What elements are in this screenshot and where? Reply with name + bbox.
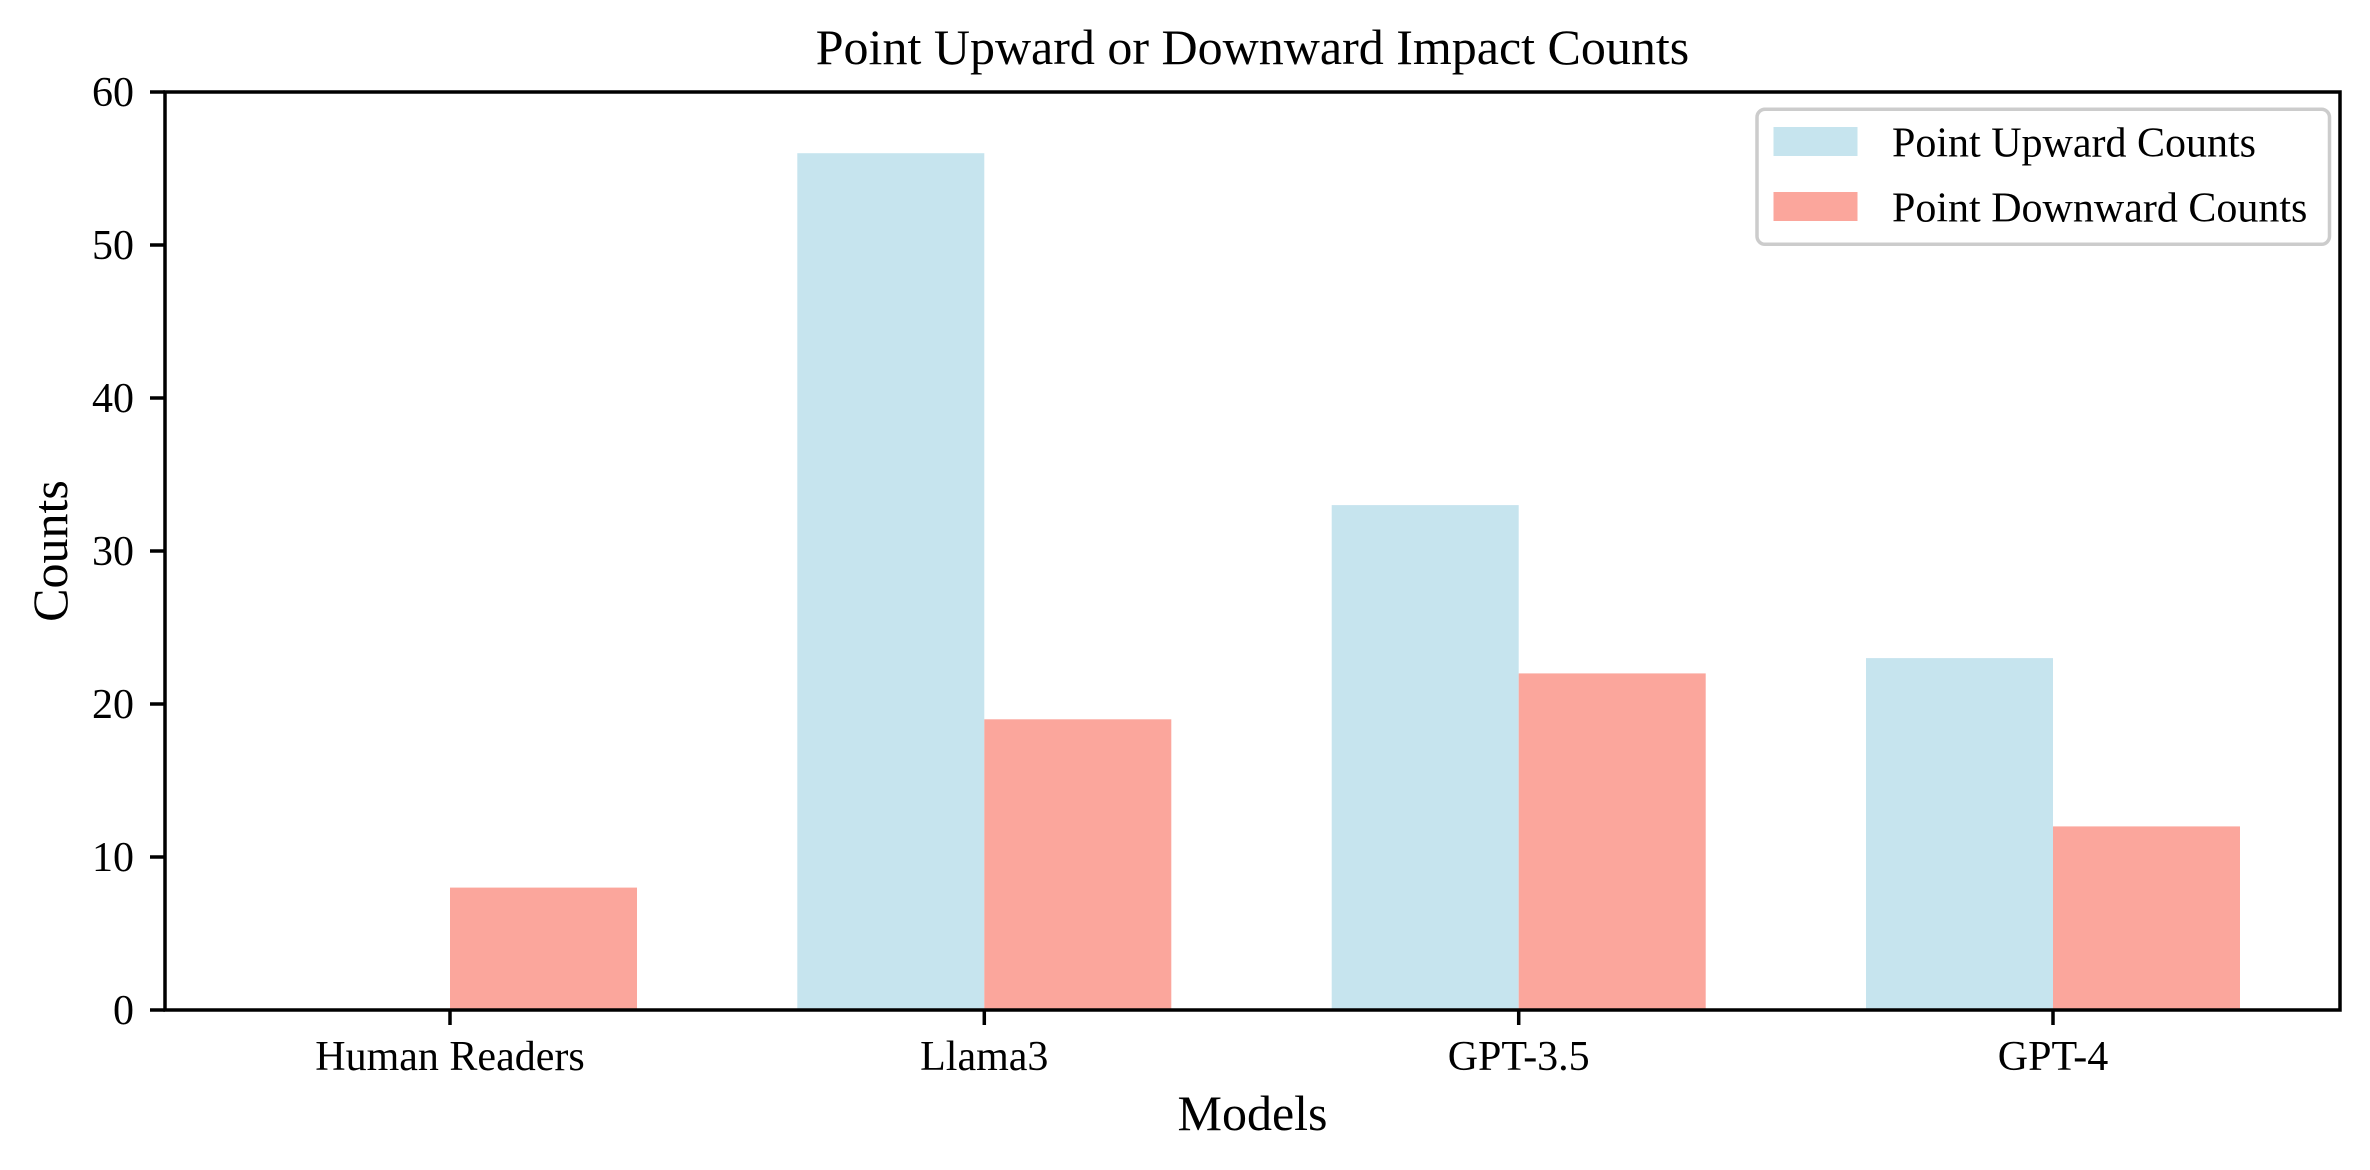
svg-text:10: 10 (92, 835, 134, 881)
svg-text:Human Readers: Human Readers (315, 1034, 584, 1080)
svg-text:Models: Models (1178, 1085, 1328, 1141)
svg-text:Point Upward or Downward Impac: Point Upward or Downward Impact Counts (816, 19, 1690, 75)
svg-text:GPT-3.5: GPT-3.5 (1448, 1034, 1590, 1080)
svg-text:50: 50 (92, 223, 134, 269)
svg-text:Counts: Counts (22, 480, 78, 622)
svg-text:Point Downward Counts: Point Downward Counts (1892, 186, 2307, 232)
svg-text:40: 40 (92, 376, 134, 422)
svg-text:Llama3: Llama3 (920, 1034, 1048, 1080)
svg-text:Point Upward Counts: Point Upward Counts (1892, 121, 2256, 167)
svg-text:60: 60 (92, 70, 134, 116)
svg-text:30: 30 (92, 529, 134, 575)
svg-text:0: 0 (113, 988, 134, 1034)
svg-text:20: 20 (92, 682, 134, 728)
svg-text:GPT-4: GPT-4 (1998, 1034, 2108, 1080)
